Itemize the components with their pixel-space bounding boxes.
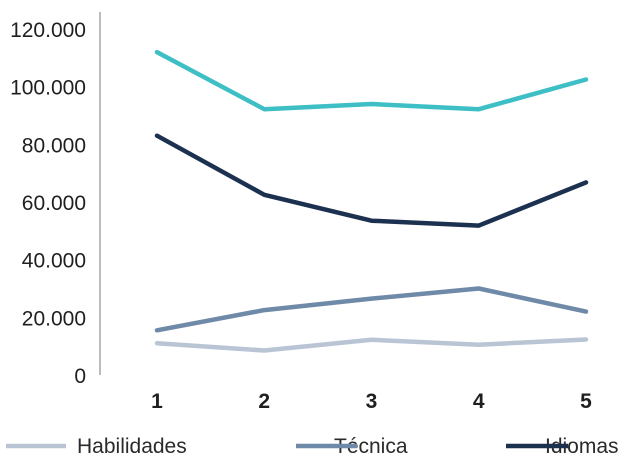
x-tick-label: 5 xyxy=(580,390,592,413)
legend-label: Técnica xyxy=(334,435,408,458)
y-tick-label: 80.000 xyxy=(22,134,86,157)
y-tick-label: 20.000 xyxy=(22,307,86,330)
series-line-idiomas xyxy=(154,133,589,228)
legend: Habilidades Técnica Idiomas xyxy=(6,435,619,458)
x-tick-label: 4 xyxy=(473,390,485,413)
series-lines xyxy=(154,49,589,353)
y-tick-label: 120.000 xyxy=(10,19,86,42)
y-tick-labels: 0 20.000 40.000 60.000 80.000 100.000 120.000 xyxy=(10,19,86,388)
x-tick-labels: 1 2 3 4 5 xyxy=(151,390,592,413)
x-tick-label: 1 xyxy=(151,390,163,413)
y-tick-label: 100.000 xyxy=(10,77,86,100)
series-line-unnamed-3 xyxy=(154,49,589,112)
y-tick-label: 60.000 xyxy=(22,192,86,215)
legend-label: Idiomas xyxy=(545,435,619,458)
legend-item: Idiomas xyxy=(506,435,619,458)
y-tick-label: 0 xyxy=(74,365,86,388)
legend-item: Técnica xyxy=(296,435,408,458)
series-line-t-cnica xyxy=(154,286,589,333)
x-tick-label: 2 xyxy=(258,390,270,413)
y-tick-label: 40.000 xyxy=(22,250,86,273)
series-line-habilidades xyxy=(154,337,589,353)
legend-label: Habilidades xyxy=(77,435,187,458)
legend-item: Habilidades xyxy=(6,435,187,458)
x-tick-label: 3 xyxy=(366,390,378,413)
